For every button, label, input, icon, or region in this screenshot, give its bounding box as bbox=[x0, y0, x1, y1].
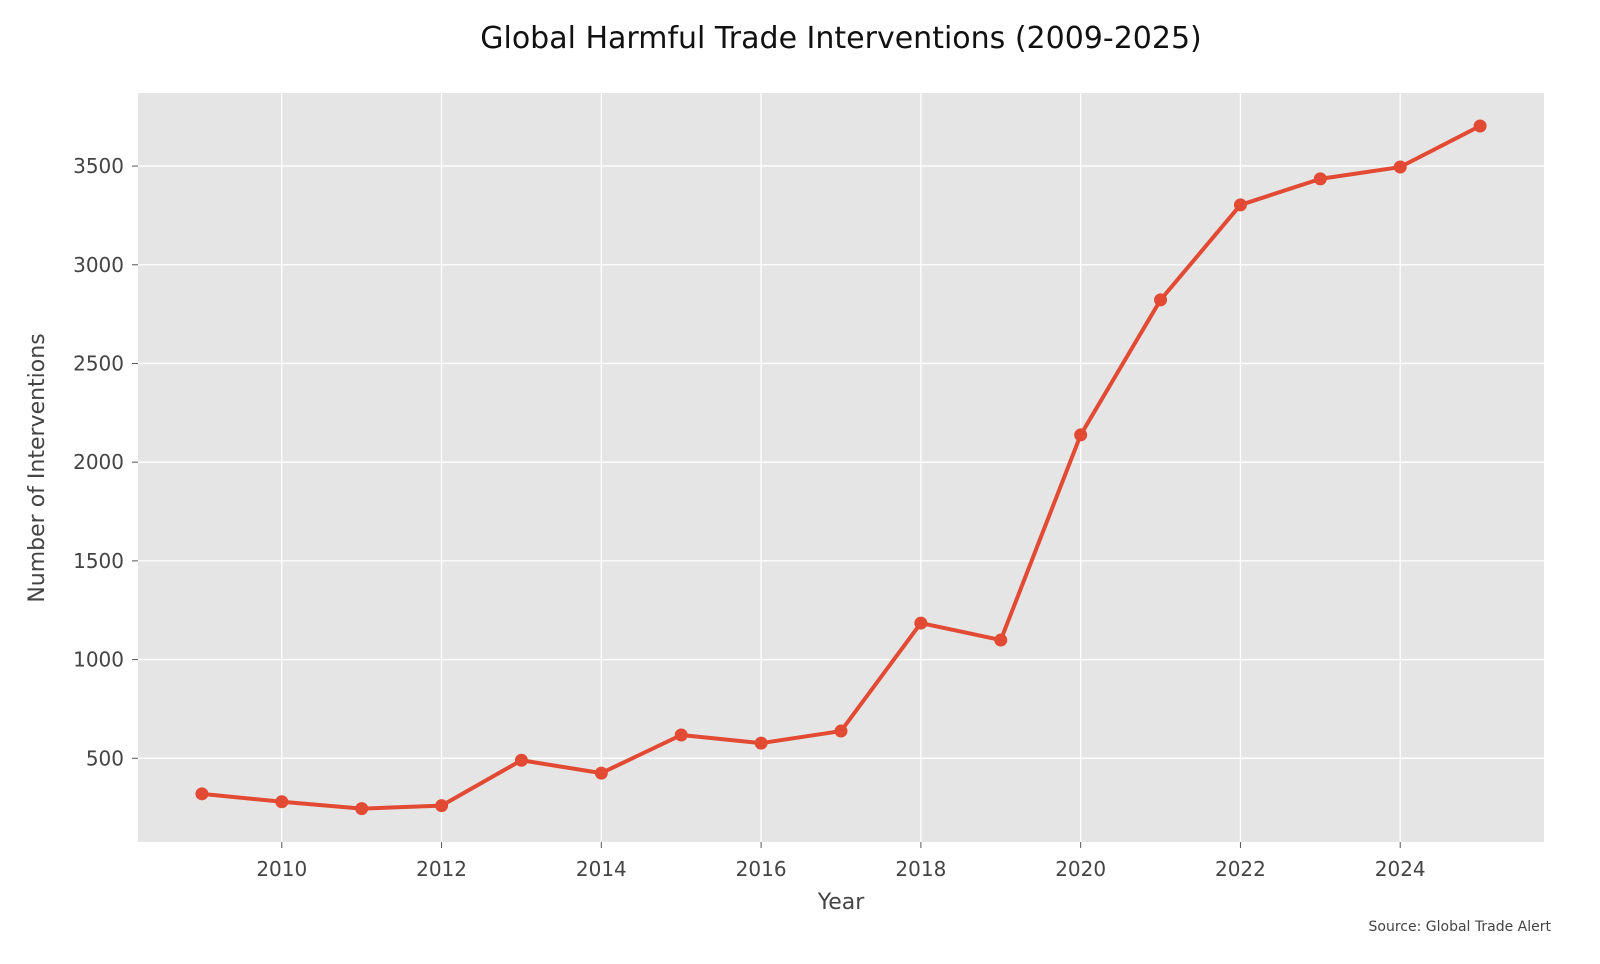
y-tick-label: 1500 bbox=[73, 549, 124, 573]
data-point-2015 bbox=[674, 728, 688, 742]
chart-title: Global Harmful Trade Interventions (2009… bbox=[480, 21, 1202, 56]
x-tick-label: 2020 bbox=[1055, 857, 1106, 881]
x-axis-ticks: 2010 2012 2014 2016 2018 2020 2022 2024 bbox=[256, 842, 1426, 881]
y-tick-label: 500 bbox=[86, 746, 124, 770]
series bbox=[195, 119, 1487, 816]
x-tick-label: 2010 bbox=[256, 857, 307, 881]
y-axis-ticks: 500 1000 1500 2000 2500 3000 3500 bbox=[73, 154, 138, 770]
y-tick-label: 3000 bbox=[73, 253, 124, 277]
data-point-2012 bbox=[435, 799, 449, 813]
source-note: Source: Global Trade Alert bbox=[1369, 919, 1552, 935]
data-point-2025 bbox=[1473, 119, 1487, 133]
x-tick-label: 2022 bbox=[1215, 857, 1266, 881]
data-point-2010 bbox=[275, 795, 289, 809]
data-point-2021 bbox=[1154, 293, 1168, 307]
data-point-2014 bbox=[594, 766, 608, 780]
x-tick-label: 2012 bbox=[416, 857, 467, 881]
x-tick-label: 2018 bbox=[895, 857, 946, 881]
data-point-2023 bbox=[1313, 172, 1327, 186]
x-tick-label: 2016 bbox=[736, 857, 787, 881]
y-tick-label: 1000 bbox=[73, 648, 124, 672]
data-point-2017 bbox=[834, 724, 848, 738]
data-point-2019 bbox=[994, 633, 1008, 647]
plot-area bbox=[138, 93, 1544, 842]
data-point-2013 bbox=[514, 753, 528, 767]
data-point-2020 bbox=[1074, 428, 1088, 442]
data-point-2011 bbox=[355, 802, 369, 816]
data-point-2024 bbox=[1393, 160, 1407, 174]
x-axis-label: Year bbox=[817, 890, 866, 915]
x-tick-label: 2014 bbox=[576, 857, 627, 881]
data-point-2009 bbox=[195, 787, 209, 801]
y-tick-label: 2000 bbox=[73, 450, 124, 474]
data-point-2016 bbox=[754, 736, 768, 750]
data-point-2022 bbox=[1233, 198, 1247, 212]
y-axis-label: Number of Interventions bbox=[25, 333, 50, 602]
y-tick-label: 3500 bbox=[73, 154, 124, 178]
x-tick-label: 2024 bbox=[1375, 857, 1426, 881]
data-point-2018 bbox=[914, 616, 928, 630]
y-tick-label: 2500 bbox=[73, 351, 124, 375]
grid bbox=[138, 93, 1544, 842]
